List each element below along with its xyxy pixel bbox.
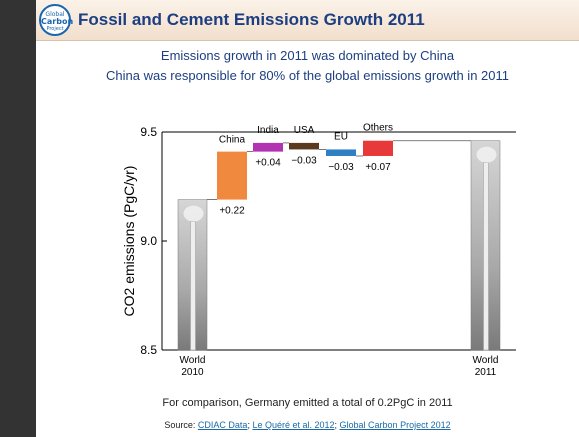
- others-value-label: +0.07: [365, 162, 391, 173]
- india-value-label: +0.04: [255, 158, 281, 169]
- world-2010-label-line-1: World: [180, 355, 206, 366]
- india-bar: [253, 142, 283, 152]
- source-link-gcp[interactable]: Global Carbon Project 2012: [339, 420, 451, 430]
- slide: Global Carbon Project Fossil and Cement …: [36, 0, 579, 437]
- china-value-label: +0.22: [219, 206, 245, 217]
- logo-line-3: Project: [46, 26, 64, 32]
- footer-note: For comparison, Germany emitted a total …: [162, 397, 453, 409]
- eu-bar: [326, 149, 356, 156]
- source-prefix: Source:: [164, 420, 198, 430]
- usa-category-label: USA: [294, 125, 315, 136]
- world-2010-chimney: [190, 221, 196, 351]
- y-tick-label: 8.5: [140, 343, 157, 357]
- china-bar: [217, 151, 247, 200]
- others-bar: [363, 140, 393, 156]
- source-line: Source: CDIAC Data; Le Quéré et al. 2012…: [36, 420, 579, 430]
- source-separator-2: ;: [334, 420, 340, 430]
- usa-bar: [289, 142, 319, 150]
- world-2010-smoke: [183, 205, 204, 222]
- world-2010-label-line-2: 2010: [181, 367, 204, 378]
- slide-header: Global Carbon Project Fossil and Cement …: [36, 0, 579, 41]
- logo-line-1: Global: [45, 11, 65, 18]
- y-tick-label: 9.0: [140, 234, 157, 248]
- world-2011-smoke: [476, 146, 497, 163]
- usa-value-label: −0.03: [291, 155, 317, 166]
- global-carbon-project-logo: Global Carbon Project: [39, 4, 74, 36]
- y-tick-label: 9.5: [140, 125, 157, 139]
- eu-value-label: −0.03: [328, 162, 354, 173]
- china-category-label: China: [219, 135, 246, 146]
- world-2011-label-line-1: World: [473, 355, 499, 366]
- source-link-cdiac[interactable]: CDIAC Data: [197, 420, 248, 430]
- subtitle-2: China was responsible for 80% of the glo…: [106, 68, 509, 83]
- subtitle-1: Emissions growth in 2011 was dominated b…: [160, 48, 455, 63]
- eu-category-label: EU: [334, 131, 348, 142]
- world-2011-chimney: [483, 162, 489, 351]
- others-category-label: Others: [363, 123, 393, 134]
- world-2011-label-line-2: 2011: [475, 367, 497, 378]
- india-category-label: India: [257, 125, 279, 136]
- left-dark-strip: [0, 0, 36, 437]
- logo-line-2: Carbon: [41, 17, 74, 26]
- source-link-le-quere[interactable]: Le Quéré et al. 2012: [252, 420, 335, 430]
- y-axis-label: CO2 emissions (PgC/yr): [121, 166, 137, 317]
- source-separator-1: ;: [247, 420, 253, 430]
- slide-title: Fossil and Cement Emissions Growth 2011: [78, 10, 425, 29]
